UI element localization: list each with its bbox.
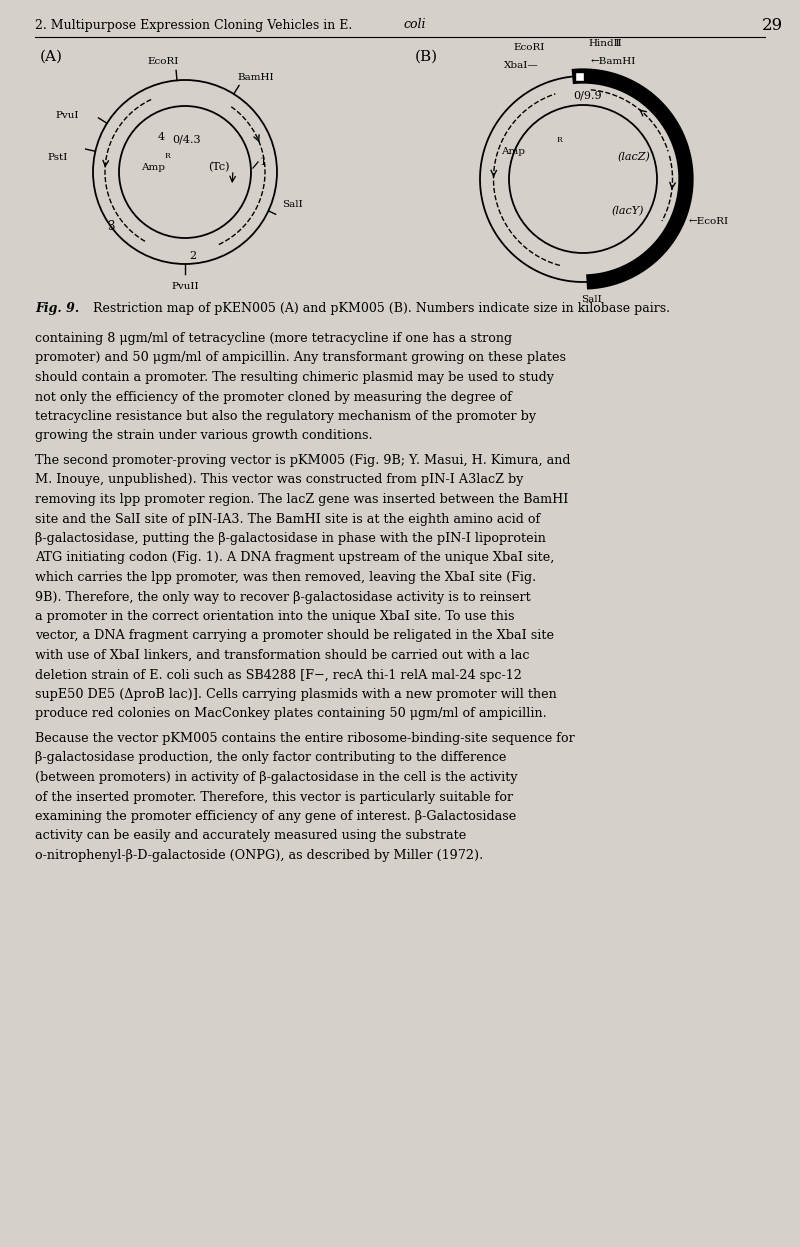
Text: (lacZ): (lacZ) — [617, 152, 650, 162]
Text: EcoRI: EcoRI — [514, 42, 545, 52]
Text: with use of XbaI linkers, and transformation should be carried out with a lac: with use of XbaI linkers, and transforma… — [35, 648, 530, 662]
Text: promoter) and 50 μgm/ml of ampicillin. Any transformant growing on these plates: promoter) and 50 μgm/ml of ampicillin. A… — [35, 352, 566, 364]
Text: tetracycline resistance but also the regulatory mechanism of the promoter by: tetracycline resistance but also the reg… — [35, 410, 536, 423]
Bar — [575, 71, 584, 81]
Text: should contain a promoter. The resulting chimeric plasmid may be used to study: should contain a promoter. The resulting… — [35, 372, 554, 384]
Text: removing its lpp promoter region. The lacZ gene was inserted between the BamHI: removing its lpp promoter region. The la… — [35, 493, 568, 506]
Text: examining the promoter efficiency of any gene of interest. β-Galactosidase: examining the promoter efficiency of any… — [35, 811, 516, 823]
Text: activity can be easily and accurately measured using the substrate: activity can be easily and accurately me… — [35, 829, 466, 843]
Text: Restriction map of pKEN005 (A) and pKM005 (B). Numbers indicate size in kilobase: Restriction map of pKEN005 (A) and pKM00… — [93, 302, 670, 315]
Text: 9B). Therefore, the only way to recover β-galactosidase activity is to reinsert: 9B). Therefore, the only way to recover … — [35, 591, 530, 604]
Text: (between promoters) in activity of β-galactosidase in the cell is the activity: (between promoters) in activity of β-gal… — [35, 771, 518, 784]
Text: PvuII: PvuII — [171, 282, 199, 291]
Text: coli: coli — [403, 19, 426, 31]
Text: β-galactosidase production, the only factor contributing to the difference: β-galactosidase production, the only fac… — [35, 752, 506, 764]
Text: 0/4.3: 0/4.3 — [173, 133, 202, 143]
Text: The second promoter-proving vector is pKM005 (Fig. 9B; Y. Masui, H. Kimura, and: The second promoter-proving vector is pK… — [35, 454, 570, 466]
Text: ←BamHI: ←BamHI — [591, 57, 636, 66]
Text: R: R — [165, 152, 170, 160]
Text: ATG initiating codon (Fig. 1). A DNA fragment upstream of the unique XbaI site,: ATG initiating codon (Fig. 1). A DNA fra… — [35, 551, 554, 565]
Text: HindⅢ: HindⅢ — [588, 39, 622, 47]
Text: PvuI: PvuI — [55, 111, 79, 120]
Text: Amp: Amp — [501, 146, 525, 156]
Text: Because the vector pKM005 contains the entire ribosome-binding-site sequence for: Because the vector pKM005 contains the e… — [35, 732, 574, 744]
Text: (A): (A) — [40, 50, 63, 64]
Text: ←EcoRI: ←EcoRI — [689, 217, 729, 226]
Text: SalI: SalI — [581, 296, 602, 304]
Text: 2: 2 — [190, 251, 197, 261]
Text: (B): (B) — [415, 50, 438, 64]
Text: 3: 3 — [107, 221, 114, 233]
Text: produce red colonies on MacConkey plates containing 50 μgm/ml of ampicillin.: produce red colonies on MacConkey plates… — [35, 707, 546, 721]
Text: XbaI—: XbaI— — [504, 61, 539, 71]
Text: which carries the lpp promoter, was then removed, leaving the XbaI site (Fig.: which carries the lpp promoter, was then… — [35, 571, 536, 584]
Text: vector, a DNA fragment carrying a promoter should be religated in the XbaI site: vector, a DNA fragment carrying a promot… — [35, 630, 554, 642]
Text: a promoter in the correct orientation into the unique XbaI site. To use this: a promoter in the correct orientation in… — [35, 610, 514, 624]
Text: not only the efficiency of the promoter cloned by measuring the degree of: not only the efficiency of the promoter … — [35, 390, 512, 404]
Text: BamHI: BamHI — [238, 74, 274, 82]
Text: 0/9.9: 0/9.9 — [574, 91, 602, 101]
Text: β-galactosidase, putting the β-galactosidase in phase with the pIN-I lipoprotein: β-galactosidase, putting the β-galactosi… — [35, 532, 546, 545]
Text: 2. Multipurpose Expression Cloning Vehicles in E.: 2. Multipurpose Expression Cloning Vehic… — [35, 19, 356, 31]
Text: deletion strain of E. coli such as SB4288 [F−, recA thi-1 relA mal-24 spc-12: deletion strain of E. coli such as SB428… — [35, 668, 522, 682]
Text: supE50 DE5 (ΔproB lac)]. Cells carrying plasmids with a new promoter will then: supE50 DE5 (ΔproB lac)]. Cells carrying … — [35, 688, 557, 701]
Text: R: R — [557, 136, 562, 143]
Text: containing 8 μgm/ml of tetracycline (more tetracycline if one has a strong: containing 8 μgm/ml of tetracycline (mor… — [35, 332, 512, 345]
Text: (lacY): (lacY) — [611, 206, 643, 216]
Text: 1: 1 — [259, 157, 266, 167]
Text: Fig. 9.: Fig. 9. — [35, 302, 79, 315]
Text: PstI: PstI — [47, 153, 67, 162]
Text: of the inserted promoter. Therefore, this vector is particularly suitable for: of the inserted promoter. Therefore, thi… — [35, 791, 513, 803]
Text: o-nitrophenyl-β-D-galactoside (ONPG), as described by Miller (1972).: o-nitrophenyl-β-D-galactoside (ONPG), as… — [35, 849, 483, 862]
Text: growing the strain under various growth conditions.: growing the strain under various growth … — [35, 429, 373, 443]
Text: 29: 29 — [762, 16, 783, 34]
Text: (Tc): (Tc) — [208, 162, 230, 172]
Text: SalI: SalI — [282, 201, 303, 209]
Text: M. Inouye, unpublished). This vector was constructed from pIN-I A3lacZ by: M. Inouye, unpublished). This vector was… — [35, 474, 523, 486]
Text: Amp: Amp — [141, 162, 165, 172]
Text: 4: 4 — [158, 132, 165, 142]
Text: EcoRI: EcoRI — [147, 57, 178, 66]
Text: site and the SalI site of pIN-IA3. The BamHI site is at the eighth amino acid of: site and the SalI site of pIN-IA3. The B… — [35, 513, 540, 525]
